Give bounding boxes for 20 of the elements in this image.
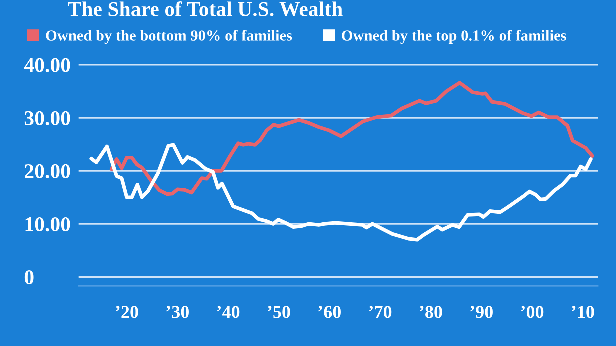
x-tick-label: ’90	[470, 306, 493, 318]
line-series	[110, 81, 594, 196]
x-tick-label: ’60	[318, 306, 341, 318]
y-tick-label: 0	[24, 270, 34, 285]
x-tick-label: ’10	[572, 306, 594, 318]
y-tick-label: 40.00	[24, 58, 70, 72]
x-tick-label: ’50	[268, 306, 290, 318]
y-tick-label: 20.00	[25, 164, 70, 179]
x-tick-label: ’80	[420, 306, 442, 318]
x-tick-label: ’30	[166, 306, 189, 318]
y-tick-label: 30.00	[24, 111, 70, 126]
x-tick-label: ’00	[521, 306, 544, 318]
x-tick-label: ’20	[116, 306, 138, 318]
legend-label: Owned by the top 0.1% of families	[342, 30, 566, 44]
line-series	[90, 143, 593, 242]
x-tick-label: ’40	[217, 306, 240, 318]
x-tick-label: ’70	[369, 306, 392, 318]
legend-label: Owned by the bottom 90% of families	[46, 30, 292, 44]
chart-title: The Share of Total U.S. Wealth	[68, 2, 343, 16]
y-tick-label: 10.00	[26, 217, 70, 232]
